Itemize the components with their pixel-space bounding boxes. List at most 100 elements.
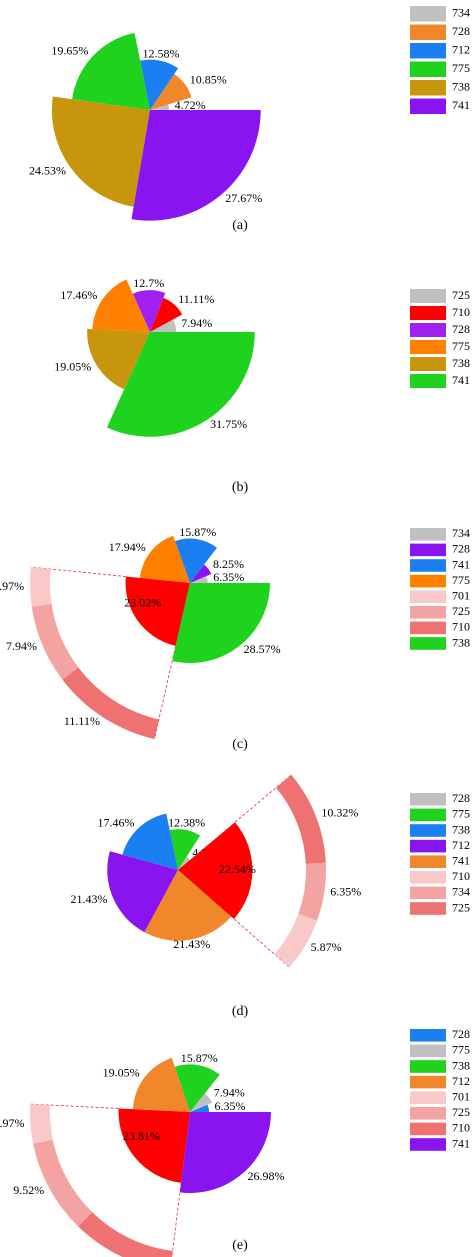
pie-slice: [72, 32, 150, 110]
value-label: 26.98%: [248, 1169, 285, 1183]
value-label: 19.05%: [54, 360, 91, 374]
value-label: 27.67%: [225, 191, 262, 205]
value-label: 4.72%: [175, 98, 206, 112]
legend-swatch: [410, 1044, 446, 1058]
value-label: 15.87%: [179, 525, 216, 539]
legend-label: 741: [452, 98, 470, 112]
legend-label: 741: [452, 373, 470, 387]
legend-swatch: [410, 340, 446, 354]
caption: (d): [232, 1004, 249, 1019]
value-label: 28.57%: [244, 642, 281, 656]
value-label: 11.11%: [64, 714, 100, 728]
pie-slice: [106, 332, 255, 437]
pie-slice: [140, 59, 179, 110]
legend-swatch: [410, 808, 446, 822]
legend-swatch: [410, 902, 446, 915]
legend-label: 728: [452, 1027, 470, 1041]
legend-label: 712: [452, 838, 470, 852]
pie-slice: [150, 297, 183, 332]
legend-swatch: [410, 6, 446, 22]
pie-slice: [140, 535, 190, 583]
value-label: 7.94%: [181, 316, 212, 330]
connector-line: [30, 566, 126, 577]
caption: (a): [232, 218, 248, 233]
legend-label: 728: [452, 791, 470, 805]
legend-label: 775: [452, 573, 470, 587]
pie-slice: [178, 856, 191, 870]
pie-slice: [190, 1093, 212, 1112]
legend-label: 710: [452, 305, 470, 319]
pie-slice: [132, 1057, 190, 1112]
legend-label: 741: [452, 1136, 470, 1150]
legend-label: 738: [452, 635, 470, 649]
breakdown-segment: [31, 603, 79, 680]
value-label: 3.97%: [0, 579, 24, 593]
legend-label: 728: [452, 24, 470, 38]
pie-slice: [51, 96, 150, 207]
pie-slice: [169, 829, 201, 870]
legend-label: 710: [452, 869, 470, 883]
value-label: 3.97%: [0, 1116, 24, 1130]
legend-label: 712: [452, 43, 470, 57]
legend-label: 738: [452, 1058, 470, 1072]
value-label: 23.81%: [123, 1129, 160, 1143]
legend-swatch: [410, 637, 446, 650]
connector-line: [154, 645, 177, 740]
value-label: 12.58%: [143, 47, 180, 61]
value-label: 6.35%: [330, 885, 361, 899]
legend-swatch: [410, 793, 446, 806]
value-label: 21.43%: [173, 937, 210, 951]
legend-label: 775: [452, 1043, 470, 1057]
legend-label: 738: [452, 822, 470, 836]
pie-slice: [179, 1112, 271, 1193]
legend-label: 725: [452, 604, 470, 618]
legend-swatch: [410, 80, 446, 96]
breakdown-segment: [78, 1212, 173, 1257]
pie-slice: [174, 1064, 220, 1112]
pie-slice: [118, 1108, 190, 1183]
legend-swatch: [410, 839, 446, 853]
legend-swatch: [410, 357, 446, 371]
value-label: 10.32%: [81, 1253, 118, 1257]
legend-label: 712: [452, 1074, 470, 1088]
breakdown-segment: [274, 913, 318, 968]
legend-swatch: [410, 323, 446, 337]
legend-swatch: [410, 855, 446, 868]
legend-swatch: [410, 871, 446, 884]
legend-label: 738: [452, 356, 470, 370]
pie-slice: [131, 110, 261, 221]
value-label: 31.75%: [210, 417, 247, 431]
value-label: 17.94%: [109, 540, 146, 554]
legend-label: 725: [452, 288, 470, 302]
value-label: 6.35%: [215, 1099, 246, 1113]
legend-swatch: [410, 374, 446, 388]
legend-swatch: [410, 1107, 446, 1120]
value-label: 15.87%: [181, 1051, 218, 1065]
value-label: 24.53%: [29, 163, 66, 177]
connector-line: [233, 918, 290, 968]
legend-label: 741: [452, 557, 470, 571]
legend-label: 775: [452, 807, 470, 821]
pie-slice: [190, 576, 208, 583]
legend-swatch: [410, 43, 446, 59]
value-label: 19.65%: [51, 44, 88, 58]
legend-label: 775: [452, 339, 470, 353]
legend-label: 725: [452, 1105, 470, 1119]
value-label: 19.05%: [103, 1066, 140, 1080]
legend-swatch: [410, 1138, 446, 1151]
value-label: 21.43%: [70, 892, 107, 906]
legend-label: 775: [452, 61, 470, 75]
pie-slice: [190, 564, 212, 583]
value-label: 12.7%: [133, 276, 164, 290]
pie-slice: [122, 813, 178, 870]
pie-slice: [172, 583, 270, 663]
legend-swatch: [410, 289, 446, 303]
legend-swatch: [410, 1029, 446, 1042]
legend-label: 710: [452, 620, 470, 634]
legend-swatch: [410, 590, 446, 603]
legend-swatch: [410, 1091, 446, 1104]
legend-swatch: [410, 98, 446, 114]
legend-swatch: [410, 24, 446, 40]
pie-slice: [132, 290, 166, 332]
legend-label: 701: [452, 588, 470, 602]
